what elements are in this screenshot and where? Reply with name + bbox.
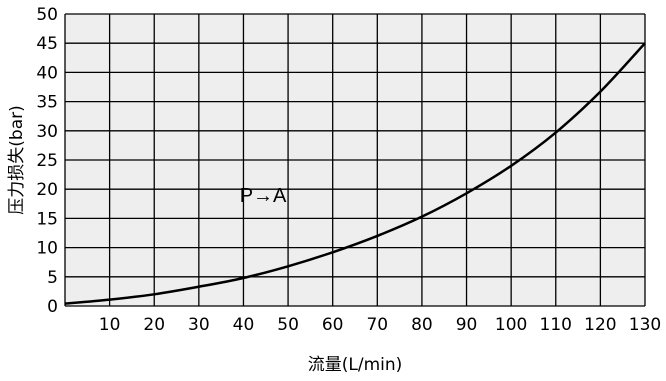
x-tick-label: 20 [143,315,165,335]
x-axis-title: 流量(L/min) [308,355,403,375]
y-tick-label: 50 [36,5,58,25]
y-tick-label: 5 [47,268,58,288]
y-tick-label: 20 [36,180,58,200]
x-tick-label: 100 [495,315,527,335]
x-tick-label: 90 [456,315,478,335]
pressure-loss-curve [64,42,646,305]
y-tick-label: 0 [47,297,58,317]
x-tick-label: 130 [629,315,661,335]
x-tick-label: 30 [188,315,210,335]
x-tick-labels: 10 20 30 40 50 60 70 80 90 100 110 120 130 [99,315,661,335]
x-tick-label: 110 [540,315,572,335]
x-tick-label: 40 [233,315,255,335]
y-tick-label: 15 [36,209,58,229]
y-tick-label: 25 [36,151,58,171]
x-tick-label: 120 [584,315,616,335]
x-tick-label: 60 [322,315,344,335]
y-tick-label: 10 [36,239,58,259]
y-tick-label: 30 [36,122,58,142]
y-tick-labels: 0 5 10 15 20 25 30 35 40 45 50 [36,5,58,317]
y-tick-label: 45 [36,34,58,54]
grid [64,13,646,307]
annotation-group: P→A [240,185,287,207]
annotation-label: P→A [240,185,287,207]
x-tick-label: 50 [277,315,299,335]
y-axis-title: 压力损失(bar) [7,105,27,214]
x-tick-label: 80 [411,315,433,335]
x-tick-label: 70 [366,315,388,335]
y-tick-label: 35 [36,93,58,113]
y-tick-label: 40 [36,63,58,83]
x-tick-label: 10 [99,315,121,335]
